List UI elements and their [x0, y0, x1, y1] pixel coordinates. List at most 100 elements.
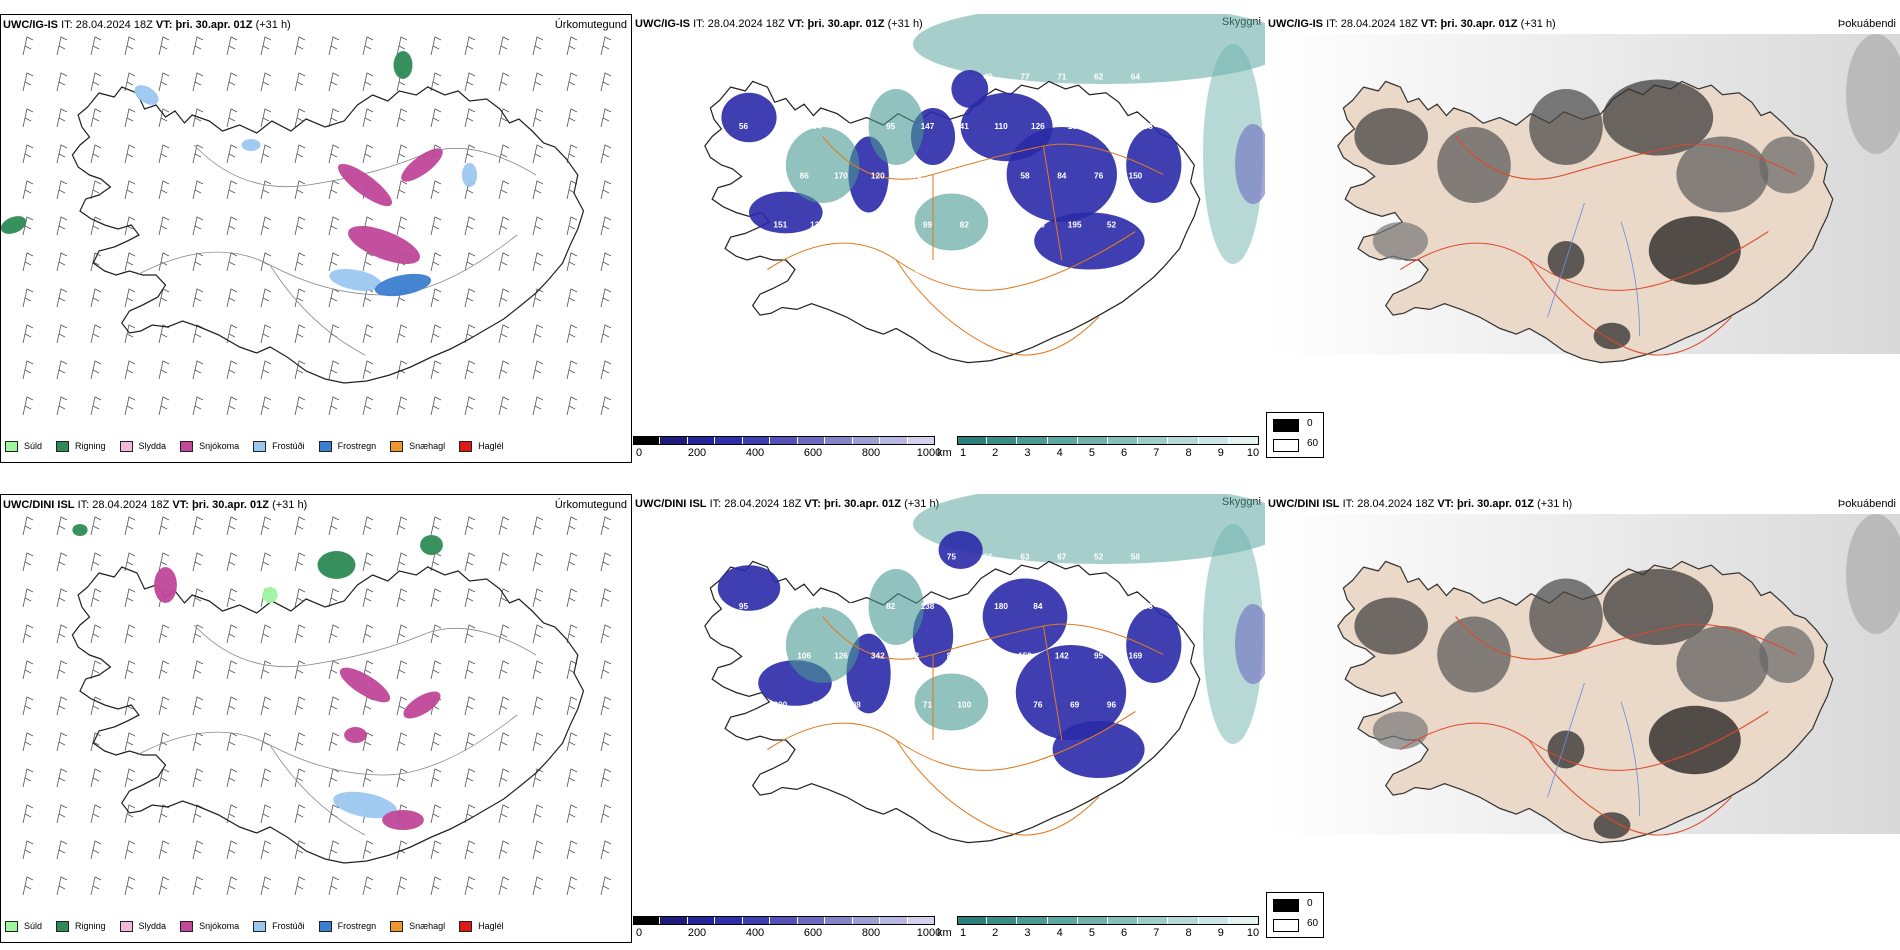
it-value: 28.04.2024 18Z: [75, 19, 153, 31]
visibility-value-label: 108: [847, 700, 861, 710]
colorbar-segment: [987, 436, 1018, 445]
visibility-value-label: 202: [944, 170, 958, 180]
visibility-value-label: 68: [763, 170, 773, 180]
visibility-value-label: 226: [908, 71, 922, 81]
low-visibility-areas: [721, 70, 1182, 270]
vt-value: þri. 30.apr. 01Z: [191, 499, 269, 511]
legend-label: Snæhagl: [409, 921, 446, 931]
visibility-value-label: 54: [726, 170, 736, 180]
visibility-panel-row1: UWC/IG-IS IT: 28.04.2024 18Z VT: þri. 30…: [633, 14, 1265, 463]
visibility-value-label: 120: [871, 170, 885, 180]
colorbar-segment: [1168, 436, 1199, 445]
colorbar-segment: [1138, 916, 1169, 925]
visibility-value-label: 64: [1131, 71, 1141, 81]
visibility-value-label: 95: [739, 601, 749, 611]
visibility-value-label: 151: [773, 220, 787, 230]
visibility-value-label: 95: [910, 551, 920, 561]
visibility-value-label: 81: [800, 269, 810, 279]
colorbar-segment: [1198, 916, 1229, 925]
colorbar-tick: 3: [1024, 447, 1031, 459]
panel-header: UWC/IG-IS IT: 28.04.2024 18Z VT: þri. 30…: [635, 18, 923, 30]
visibility-value-label: 68: [1144, 601, 1154, 611]
fog-index-legend: 0 60: [1266, 412, 1324, 458]
visibility-value-label: 56: [739, 121, 749, 131]
colorbar-segment: [687, 916, 716, 925]
legend-item-frostregn: Frostregn: [318, 920, 376, 932]
visibility-value-label: 195: [1068, 220, 1082, 230]
visibility-value-label: 84: [1057, 170, 1067, 180]
vt-label: VT:: [804, 498, 821, 510]
roads: [136, 144, 537, 356]
legend-swatch: [180, 440, 194, 452]
legend-swatch-0: [1273, 419, 1299, 432]
legend-label: Frostúði: [272, 441, 305, 451]
model-id: UWC/DINI ISL: [3, 499, 75, 511]
visibility-value-label: 75: [947, 551, 957, 561]
colorbar-segment: [1047, 436, 1078, 445]
visibility-value-label: 230: [871, 71, 885, 81]
vt-value: þri. 30.apr. 01Z: [823, 498, 901, 510]
colorbar-segment: [1077, 436, 1108, 445]
legend-label: Haglél: [478, 921, 504, 931]
legend-swatch: [318, 440, 332, 452]
legend-item-haglél: Haglél: [459, 920, 504, 932]
legend-label-60: 60: [1307, 918, 1319, 929]
visibility-value-label: 126: [834, 650, 848, 660]
visibility-m-colorbar: m02004006008001000: [633, 916, 943, 939]
visibility-value-label: 220: [773, 700, 787, 710]
colorbar-tick: 5: [1088, 927, 1095, 939]
legend-swatch: [180, 920, 194, 932]
visibility-value-label: 89: [886, 700, 896, 710]
vt-label: VT:: [787, 18, 805, 30]
wind-barbs: [22, 516, 612, 896]
colorbar-tick: 0: [635, 927, 643, 939]
legend-swatch: [5, 920, 18, 932]
visibility-km-colorbar: km 1 2 3 4 5 6 7 8 9 10: [937, 916, 1263, 939]
visibility-value-label: 86: [1144, 220, 1154, 230]
visibility-value-label: 61: [1107, 601, 1117, 611]
colorbar-segment: [633, 436, 661, 445]
visibility-value-label: 153: [957, 601, 971, 611]
colorbar-segment: [715, 916, 743, 925]
visibility-value-label: 114: [724, 650, 738, 660]
legend-swatch: [253, 440, 267, 452]
colorbar-unit: km: [937, 447, 952, 459]
panel-header: UWC/DINI ISL IT: 28.04.2024 18Z VT: þri.…: [1268, 498, 1572, 510]
precip-legend: Súld Rigning Slydda Snjókoma Frostúði Frostre…: [5, 915, 518, 937]
visibility-value-label: 72: [836, 269, 846, 279]
legend-label: Snæhagl: [409, 441, 446, 451]
it-value: 28.04.2024 18Z: [724, 498, 802, 510]
visibility-value-label: 58: [873, 269, 883, 279]
colorbar-tick: 400: [745, 447, 765, 459]
rivers: [1547, 202, 1641, 337]
colorbar-segment: [715, 436, 743, 445]
visibility-m-colorbar: m02004006008001000: [633, 436, 943, 459]
it-label: IT:: [77, 499, 90, 511]
visibility-value-label: 58: [1144, 121, 1154, 131]
it-value: 28.04.2024 18Z: [1357, 498, 1435, 510]
precip-areas: [72, 524, 443, 830]
visibility-value-label: 66: [984, 551, 994, 561]
legend-swatch: [390, 440, 404, 452]
model-id: UWC/IG-IS: [3, 19, 58, 31]
visibility-value-label: 72: [910, 650, 920, 660]
legend-swatch: [56, 920, 70, 932]
roads: [1400, 616, 1797, 836]
colorbar-segment: [957, 436, 988, 445]
model-id: UWC/DINI ISL: [1268, 498, 1340, 510]
colorbar-tick: 8: [1185, 927, 1192, 939]
iceland-outline: [1, 51, 585, 384]
lead-time: (+31 h): [255, 19, 291, 31]
colorbar-tick: 200: [687, 927, 707, 939]
visibility-value-label: 170: [834, 170, 848, 180]
visibility-value-label: 76: [1033, 700, 1043, 710]
visibility-value-label: 96: [1107, 700, 1117, 710]
visibility-value-label: 52: [1094, 551, 1104, 561]
it-label: IT:: [1342, 498, 1355, 510]
visibility-value-label: 50: [763, 71, 773, 81]
precip-map: [1, 36, 612, 416]
visibility-value-label: 94: [800, 551, 810, 561]
legend-swatch-60: [1273, 439, 1299, 452]
colorbar-segment: [1108, 916, 1139, 925]
visibility-value-label: 101: [847, 121, 861, 131]
